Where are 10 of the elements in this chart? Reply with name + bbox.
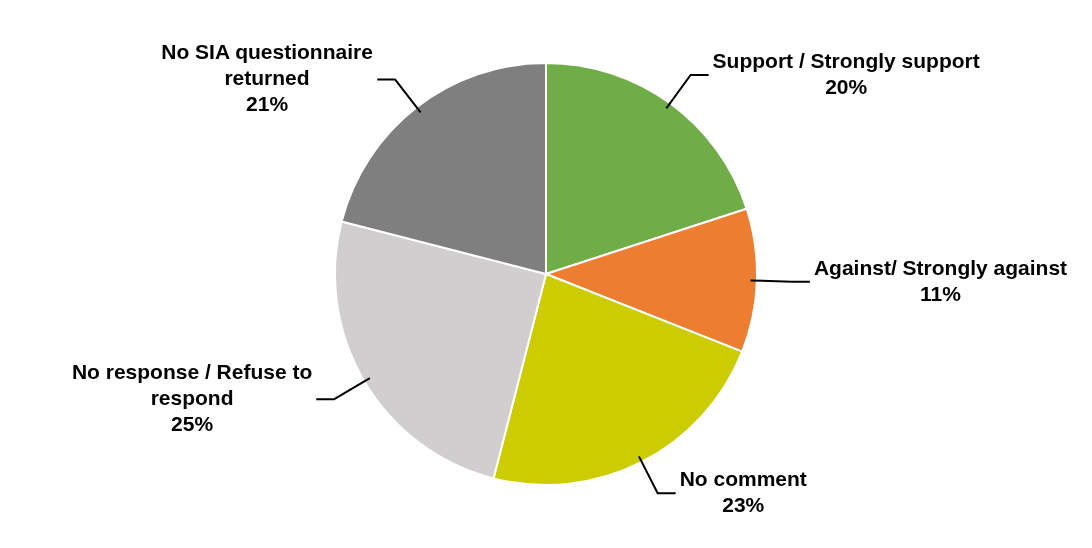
- slice-label: Support / Strongly support: [712, 48, 980, 72]
- data-label: 20%: [825, 74, 868, 98]
- slice-label: No response / Refuse to respond: [71, 360, 313, 410]
- data-label: 21%: [246, 92, 289, 116]
- data-label: 23%: [722, 492, 765, 516]
- slice-label: No SIA questionnaire returned: [161, 40, 373, 90]
- data-label: 25%: [171, 412, 214, 436]
- slice-label: Against/ Strongly against: [813, 255, 1068, 279]
- data-label: 11%: [920, 281, 962, 305]
- slice-label: No comment: [679, 466, 807, 490]
